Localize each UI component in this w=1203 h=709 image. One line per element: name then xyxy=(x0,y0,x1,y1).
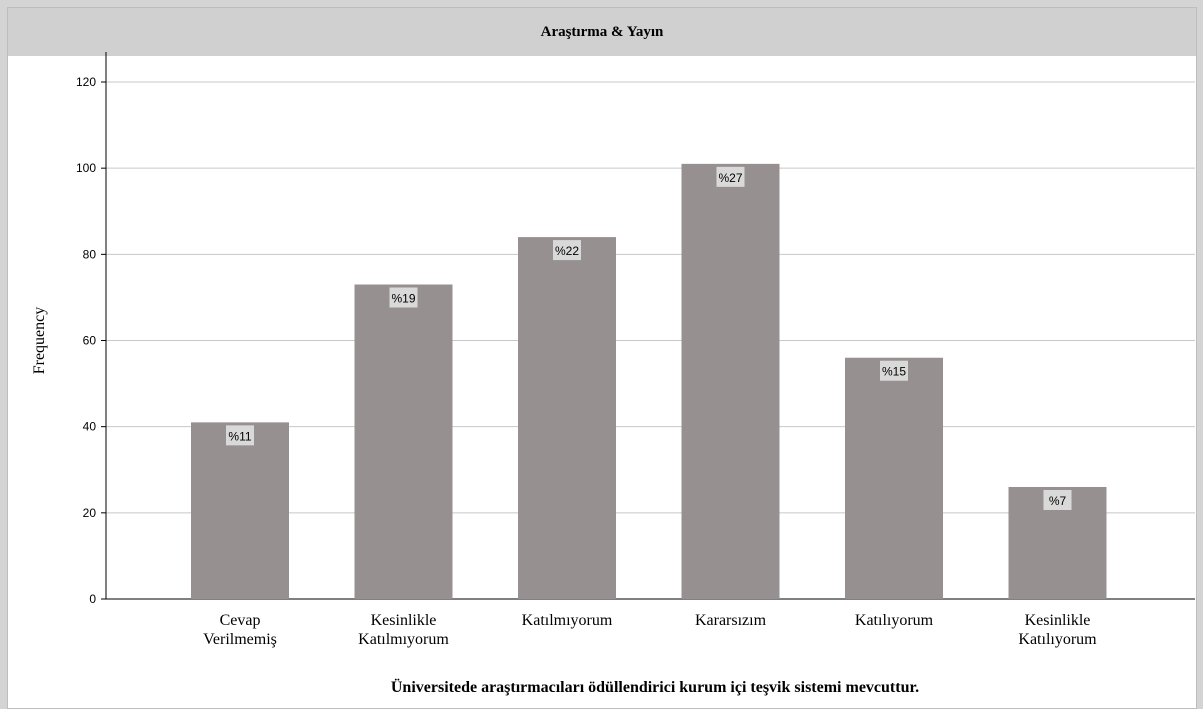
data-label-box xyxy=(716,166,745,187)
x-tick-label: Kesinlikle xyxy=(1025,612,1091,629)
data-label-box xyxy=(553,240,581,261)
chart-title: Araştırma & Yayın xyxy=(8,8,1196,56)
data-label-box xyxy=(226,425,254,446)
data-label-box xyxy=(880,360,908,381)
y-tick-label: 100 xyxy=(76,161,96,175)
x-tick-label: Katılıyorum xyxy=(855,612,934,629)
y-tick-label: 40 xyxy=(83,420,97,434)
data-label: %11 xyxy=(228,429,251,443)
y-tick-label: 20 xyxy=(83,506,97,520)
y-tick-label: 60 xyxy=(83,334,97,348)
data-label: %15 xyxy=(882,365,906,379)
bar xyxy=(845,357,943,599)
x-tick-label: Cevap xyxy=(220,612,261,629)
data-label: %27 xyxy=(718,171,742,185)
data-label: %22 xyxy=(555,244,579,258)
y-tick-label: 80 xyxy=(83,247,97,261)
x-tick-label: Katılmıyorum xyxy=(522,612,613,629)
bar xyxy=(354,284,453,599)
bar xyxy=(191,422,289,599)
data-label-box xyxy=(389,287,418,308)
x-tick-label: Verilmemiş xyxy=(203,631,277,648)
data-label: %19 xyxy=(391,291,415,305)
x-tick-label: Katılmıyorum xyxy=(358,631,449,648)
data-label: %7 xyxy=(1049,494,1067,508)
x-tick-label: Kesinlikle xyxy=(371,612,437,629)
bar xyxy=(518,237,616,599)
y-axis-label: Frequency xyxy=(31,307,48,375)
y-tick-label: 0 xyxy=(89,592,96,606)
bar xyxy=(681,163,780,599)
x-tick-label: Kararsızım xyxy=(695,612,767,629)
x-tick-label: Katılıyorum xyxy=(1018,631,1097,648)
y-tick-label: 120 xyxy=(76,75,96,89)
x-axis-label: Üniversitede araştırmacıları ödüllendiri… xyxy=(391,678,919,696)
data-label-box xyxy=(1043,489,1072,510)
